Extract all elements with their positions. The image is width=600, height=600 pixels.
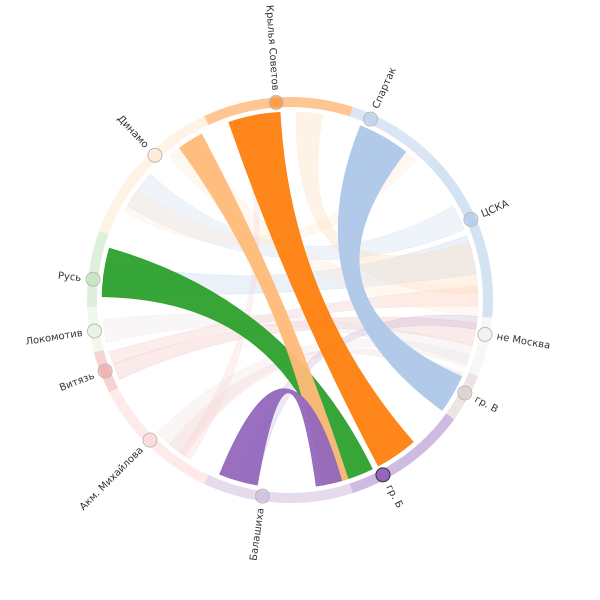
node-nemoskva[interactable]: не Москва — [477, 326, 551, 352]
node-arc-grb — [349, 413, 455, 494]
node-marker-vityaz[interactable] — [97, 363, 113, 379]
node-marker-balashikha[interactable] — [254, 488, 270, 504]
ribbon-spartak-grv[interactable] — [337, 125, 463, 411]
node-label-cska: ЦСКА — [480, 198, 511, 220]
ribbon-dinamo-grb[interactable] — [179, 133, 349, 486]
node-label-lokomotiv: Локомотив — [25, 328, 84, 348]
node-label-dinamo: Динамо — [115, 113, 151, 150]
node-label-grb: гр. Б — [383, 483, 404, 510]
ribbon-cska-dinamo[interactable] — [126, 173, 465, 260]
node-label-mikhailova: Акм. Михайлова — [78, 445, 146, 513]
node-balashikha[interactable]: Балашиха — [248, 488, 270, 561]
node-grb[interactable]: гр. Б — [375, 467, 405, 510]
node-marker-grv[interactable] — [457, 385, 473, 401]
ribbon-rus-grb[interactable] — [101, 247, 373, 483]
node-arc-nemoskva — [468, 316, 493, 377]
node-marker-nemoskva[interactable] — [477, 326, 493, 342]
node-marker-mikhailova[interactable] — [142, 432, 158, 448]
chord-ribbons — [101, 111, 479, 487]
node-dinamo[interactable]: Динамо — [115, 113, 163, 163]
node-arc-dinamo — [99, 116, 209, 234]
node-marker-dinamo[interactable] — [147, 147, 163, 163]
node-label-nemoskva: не Москва — [496, 332, 551, 352]
node-arc-rus — [87, 230, 109, 308]
node-marker-rus[interactable] — [85, 271, 101, 287]
node-label-krylia: Крылья Советов — [263, 5, 280, 91]
node-label-spartak: Спартак — [371, 66, 399, 111]
node-label-vityaz: Витязь — [58, 371, 96, 394]
node-marker-spartak[interactable] — [363, 111, 379, 127]
node-arc-balashikha — [204, 474, 353, 503]
node-cska[interactable]: ЦСКА — [463, 198, 511, 227]
node-spartak[interactable]: Спартак — [363, 66, 399, 127]
node-marker-cska[interactable] — [463, 211, 479, 227]
node-mikhailova[interactable]: Акм. Михайлова — [78, 432, 158, 513]
node-arc-cska — [426, 156, 493, 318]
node-lokomotiv[interactable]: Локомотив — [25, 323, 102, 348]
node-rus[interactable]: Русь — [57, 271, 101, 287]
node-krylia[interactable]: Крылья Советов — [263, 5, 284, 110]
ribbon-krylia-grb[interactable] — [228, 111, 414, 467]
node-label-rus: Русь — [57, 271, 81, 284]
node-marker-krylia[interactable] — [268, 94, 284, 110]
ribbon-balashikha-grb[interactable] — [219, 388, 343, 487]
node-marker-lokomotiv[interactable] — [86, 323, 102, 339]
node-label-balashikha: Балашиха — [248, 507, 266, 561]
node-marker-grb[interactable] — [375, 467, 391, 483]
node-arc-spartak — [349, 106, 434, 164]
node-label-grv: гр. В — [473, 394, 500, 415]
